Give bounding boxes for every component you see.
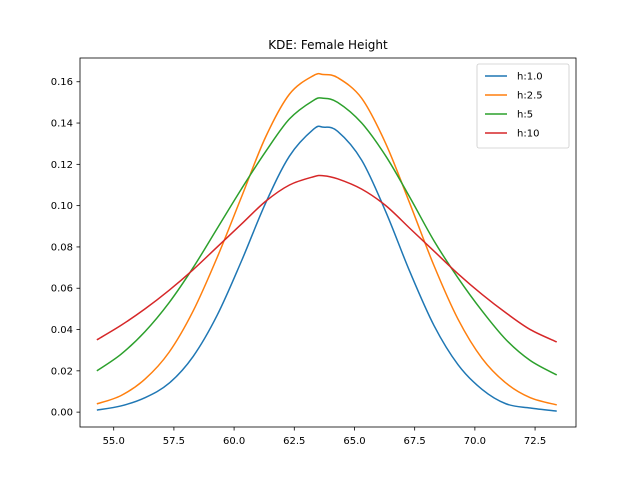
x-tick-label: 72.5 xyxy=(524,436,546,447)
series-line-h-5 xyxy=(96,97,558,376)
y-tick-label: 0.04 xyxy=(51,325,73,336)
x-tick-label: 60.0 xyxy=(223,436,245,447)
x-tick-label: 57.5 xyxy=(163,436,185,447)
plot-lines xyxy=(96,72,558,412)
y-tick-label: 0.02 xyxy=(51,366,73,377)
x-tick-label: 62.5 xyxy=(283,436,305,447)
y-tick-label: 0.16 xyxy=(51,77,73,88)
y-tick-label: 0.14 xyxy=(51,119,73,130)
y-axis: 0.00 0.02 0.04 0.06 0.08 0.10 0.12 0.14 0.16 xyxy=(51,77,80,419)
x-tick-label: 67.5 xyxy=(404,436,426,447)
legend: h:1.0 h:2.5 h:5 h:10 xyxy=(476,63,570,149)
y-tick-label: 0.06 xyxy=(51,284,73,295)
y-tick-label: 0.08 xyxy=(51,242,73,253)
x-axis: 55.0 57.5 60.0 62.5 65.0 67.5 70.0 72.5 xyxy=(103,427,546,447)
series-line-h-2-5 xyxy=(96,72,557,406)
legend-label: h:1.0 xyxy=(517,72,543,83)
y-tick-label: 0.00 xyxy=(51,408,73,419)
plot-frame xyxy=(79,57,577,428)
y-tick-label: 0.10 xyxy=(51,201,73,212)
legend-label: h:2.5 xyxy=(517,91,543,102)
legend-label: h:10 xyxy=(517,129,539,140)
legend-frame xyxy=(476,63,570,149)
y-tick-label: 0.12 xyxy=(51,160,73,171)
chart-title: KDE: Female Height xyxy=(268,38,388,52)
x-tick-label: 55.0 xyxy=(103,436,125,447)
series-line-h-10 xyxy=(96,174,558,343)
x-tick-label: 65.0 xyxy=(343,436,365,447)
series-line-h-1-0 xyxy=(96,125,557,412)
legend-label: h:5 xyxy=(517,110,533,121)
x-tick-label: 70.0 xyxy=(464,436,486,447)
